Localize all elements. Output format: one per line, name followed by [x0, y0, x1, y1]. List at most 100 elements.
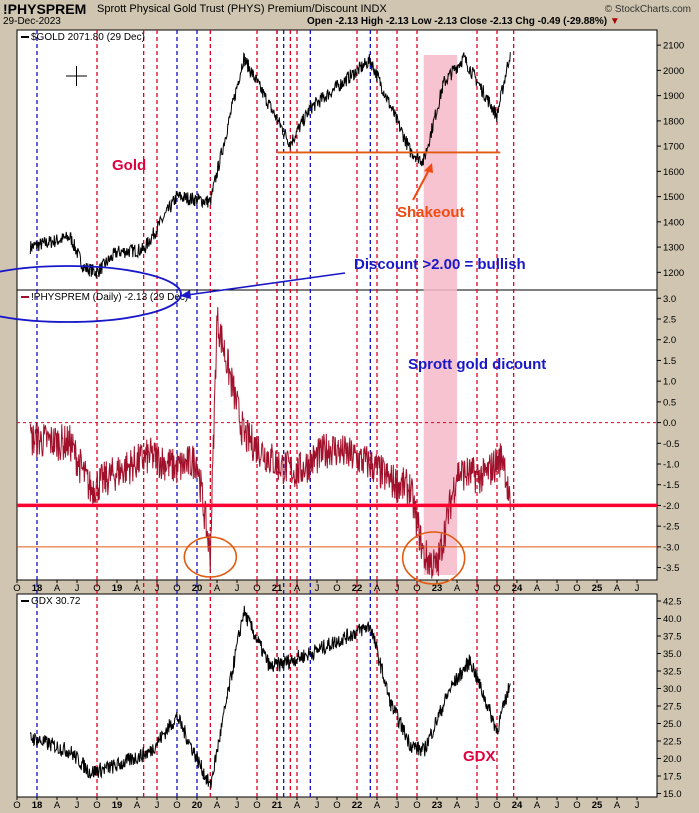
y-tick-label: 32.5	[663, 667, 682, 678]
x-tick-label: J	[315, 583, 320, 594]
x-tick-label: A	[134, 583, 141, 594]
x-tick-label: A	[294, 583, 301, 594]
gdx-price-line	[29, 605, 511, 789]
x-tick-label: 23	[432, 800, 443, 811]
discount-ellipse	[0, 265, 182, 323]
gold-price-line	[29, 51, 511, 279]
y-tick-label: 1900	[663, 91, 684, 102]
x-tick-label: O	[333, 800, 340, 811]
x-tick-label: O	[573, 800, 580, 811]
y-tick-label: 22.5	[663, 737, 682, 748]
x-tick-label: 19	[112, 800, 123, 811]
y-tick-label: 1200	[663, 268, 684, 279]
crosshair-icon	[66, 66, 87, 86]
legend-label: !PHYSPREM (Daily) -2.13 (29 Dec)	[31, 292, 188, 303]
y-tick-label: 1.0	[663, 377, 676, 388]
x-tick-label: 25	[592, 800, 603, 811]
y-tick-label: 35.0	[663, 649, 682, 660]
x-tick-label: 18	[32, 583, 43, 594]
x-tick-label: O	[13, 800, 20, 811]
y-tick-label: 27.5	[663, 702, 682, 713]
x-tick-label: 20	[192, 800, 203, 811]
y-tick-label: 30.0	[663, 684, 682, 695]
x-tick-label: O	[93, 800, 100, 811]
circle-2023	[401, 531, 466, 585]
y-tick-label: 25.0	[663, 719, 682, 730]
y-tick-label: 2.0	[663, 335, 676, 346]
x-tick-label: J	[475, 800, 480, 811]
x-tick-label: A	[54, 800, 61, 811]
x-tick-label: O	[173, 800, 180, 811]
down-arrow-icon: ▼	[607, 16, 620, 27]
x-tick-label: J	[155, 583, 160, 594]
x-tick-label: J	[155, 800, 160, 811]
chart-date: 29-Dec-2023	[3, 16, 61, 27]
x-tick-label: O	[413, 800, 420, 811]
y-tick-label: 2000	[663, 66, 684, 77]
y-tick-label: 0.5	[663, 397, 676, 408]
x-tick-label: J	[555, 800, 560, 811]
x-tick-label: 24	[512, 583, 523, 594]
y-tick-label: 1300	[663, 243, 684, 254]
x-tick-label: O	[413, 583, 420, 594]
x-tick-label: O	[173, 583, 180, 594]
x-tick-label: J	[75, 583, 80, 594]
x-tick-label: A	[534, 800, 541, 811]
premium-discount-line	[29, 307, 511, 579]
x-tick-label: 24	[512, 800, 523, 811]
y-tick-label: 37.5	[663, 632, 682, 643]
x-tick-label: 18	[32, 800, 43, 811]
legend-label: $GOLD 2071.80 (29 Dec)	[31, 32, 145, 43]
x-tick-label: A	[134, 800, 141, 811]
y-tick-label: -3.5	[663, 563, 679, 574]
y-tick-label: -1.0	[663, 460, 679, 471]
shakeout-shade	[423, 55, 457, 575]
x-tick-label: A	[54, 583, 61, 594]
x-tick-label: O	[493, 800, 500, 811]
shakeout-annotation: Shakeout	[397, 204, 465, 221]
x-tick-label: A	[214, 800, 221, 811]
x-tick-label: A	[294, 800, 301, 811]
y-tick-label: 2100	[663, 41, 684, 52]
x-tick-label: J	[635, 800, 640, 811]
x-tick-label: J	[315, 800, 320, 811]
x-tick-label: J	[635, 583, 640, 594]
x-tick-label: 19	[112, 583, 123, 594]
x-tick-label: O	[13, 583, 20, 594]
y-tick-label: -3.0	[663, 542, 679, 553]
x-tick-label: J	[395, 800, 400, 811]
marks-layer: 1200 1300 1400 1500 1600 1700 1800 1900 2000 2100…	[0, 32, 684, 811]
y-tick-label: 1.5	[663, 356, 676, 367]
x-tick-label: O	[493, 583, 500, 594]
y-tick-label: 1700	[663, 142, 684, 153]
x-tick-label: 22	[352, 800, 363, 811]
shakeout-arrowhead	[424, 163, 433, 173]
shakeout-arrow	[412, 167, 431, 201]
y-tick-label: 2.5	[663, 315, 676, 326]
x-tick-label: 22	[352, 583, 363, 594]
x-tick-label: A	[214, 583, 221, 594]
y-tick-label: 1800	[663, 116, 684, 127]
discount-annotation: Discount >2.00 = bullish	[354, 256, 526, 273]
x-tick-label: J	[75, 800, 80, 811]
panels-layer	[16, 29, 658, 798]
discount-arrowhead	[180, 290, 191, 299]
x-tick-label: O	[573, 583, 580, 594]
chart-description: Sprott Physical Gold Trust (PHYS) Premiu…	[97, 3, 387, 15]
gold-annotation: Gold	[112, 157, 146, 174]
y-tick-label: 1500	[663, 192, 684, 203]
y-tick-label: 42.5	[663, 597, 682, 608]
panel-1	[16, 29, 658, 291]
x-tick-label: O	[253, 800, 260, 811]
ohlc-text: Open -2.13 High -2.13 Low -2.13 Close -2…	[307, 16, 608, 27]
watermark: © StockCharts.com	[604, 4, 691, 15]
x-tick-label: J	[555, 583, 560, 594]
x-tick-label: 21	[272, 800, 283, 811]
legend-label: GDX 30.72	[31, 596, 81, 607]
x-tick-label: O	[253, 583, 260, 594]
discount-arrow	[179, 272, 346, 297]
x-tick-label: O	[93, 583, 100, 594]
ohlc-readout: Open -2.13 High -2.13 Low -2.13 Close -2…	[307, 16, 620, 27]
x-tick-label: 23	[432, 583, 443, 594]
